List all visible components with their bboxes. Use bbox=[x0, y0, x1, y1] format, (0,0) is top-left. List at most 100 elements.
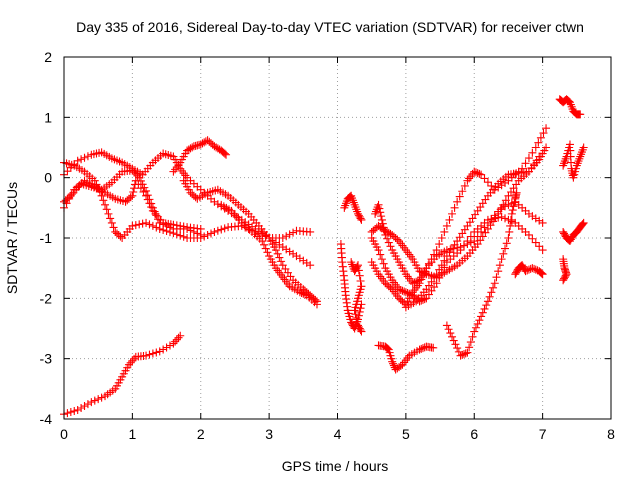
data-point bbox=[152, 211, 161, 220]
series-track-14 bbox=[367, 143, 551, 282]
data-point bbox=[512, 188, 521, 197]
data-point bbox=[203, 230, 212, 239]
data-point bbox=[496, 205, 505, 214]
data-point bbox=[415, 267, 424, 276]
data-point bbox=[528, 264, 537, 273]
data-point bbox=[470, 327, 479, 336]
series-track-21 bbox=[559, 140, 588, 182]
series-track-11 bbox=[347, 258, 366, 336]
data-point bbox=[475, 316, 484, 325]
data-point bbox=[376, 250, 385, 259]
data-point bbox=[377, 215, 386, 224]
data-point bbox=[490, 279, 499, 288]
data-point bbox=[459, 350, 468, 359]
series-track-16 bbox=[401, 152, 544, 312]
data-point bbox=[424, 259, 433, 268]
data-point bbox=[478, 308, 487, 317]
data-point bbox=[63, 409, 72, 418]
series-track-22 bbox=[559, 218, 588, 246]
data-point bbox=[448, 332, 457, 341]
data-point bbox=[440, 227, 449, 236]
series-track-5 bbox=[60, 176, 205, 233]
data-point bbox=[445, 215, 454, 224]
data-point bbox=[90, 396, 99, 405]
data-point bbox=[145, 350, 154, 359]
data-point bbox=[213, 226, 222, 235]
data-point bbox=[437, 234, 446, 242]
data-point bbox=[171, 337, 180, 346]
data-point bbox=[376, 208, 385, 217]
data-point bbox=[389, 359, 398, 368]
y-tick-label: -1 bbox=[40, 230, 53, 246]
data-point bbox=[142, 351, 151, 360]
data-point bbox=[507, 217, 516, 226]
axes: 0 1 2 3 4 5 6 7 8 2 1 0 -1 -2 -3 -4 bbox=[40, 49, 616, 442]
data-point bbox=[259, 240, 268, 249]
data-point bbox=[295, 288, 304, 297]
data-point bbox=[145, 199, 154, 208]
data-point bbox=[381, 226, 390, 235]
data-point bbox=[282, 232, 291, 241]
data-point bbox=[465, 343, 474, 352]
data-point bbox=[261, 244, 270, 253]
data-point bbox=[355, 307, 364, 316]
data-point bbox=[530, 264, 539, 273]
data-point bbox=[354, 261, 363, 270]
data-point bbox=[217, 225, 226, 234]
data-point bbox=[417, 344, 426, 353]
data-point bbox=[501, 214, 510, 223]
data-point bbox=[418, 271, 427, 280]
data-point bbox=[129, 187, 138, 196]
x-tick-label: 7 bbox=[539, 426, 547, 442]
series-track-20 bbox=[555, 95, 585, 119]
data-point bbox=[531, 143, 540, 152]
data-point bbox=[126, 358, 135, 367]
data-point bbox=[258, 237, 267, 246]
y-axis-label: SDTVAR / TECUs bbox=[4, 182, 20, 294]
data-point bbox=[140, 183, 149, 192]
data-point bbox=[471, 323, 480, 332]
data-point bbox=[456, 351, 465, 360]
y-tick-label: -2 bbox=[40, 290, 53, 306]
data-point bbox=[417, 275, 426, 284]
data-point bbox=[179, 222, 188, 231]
data-point bbox=[83, 152, 92, 161]
data-point bbox=[415, 345, 424, 354]
data-point bbox=[432, 246, 441, 255]
data-point bbox=[352, 313, 361, 322]
data-point bbox=[531, 265, 540, 274]
data-point bbox=[507, 215, 516, 224]
data-point bbox=[354, 266, 363, 275]
data-point bbox=[440, 256, 449, 265]
data-point bbox=[212, 143, 221, 152]
data-point bbox=[356, 214, 365, 223]
data-point bbox=[430, 250, 439, 259]
data-point bbox=[148, 221, 157, 230]
data-point bbox=[275, 253, 284, 262]
data-point bbox=[374, 246, 383, 255]
data-point bbox=[128, 356, 137, 365]
data-point bbox=[357, 215, 366, 224]
data-point bbox=[198, 139, 207, 148]
series-track-10 bbox=[336, 240, 366, 333]
data-point bbox=[427, 255, 436, 264]
data-point bbox=[537, 269, 546, 278]
data-point bbox=[176, 221, 185, 230]
series-track-1 bbox=[60, 331, 185, 419]
y-tick-label: 2 bbox=[44, 49, 52, 65]
data-point bbox=[475, 169, 484, 178]
data-point bbox=[524, 265, 533, 274]
data-point bbox=[510, 198, 519, 207]
data-point bbox=[559, 274, 568, 283]
data-point bbox=[383, 344, 392, 353]
data-point bbox=[449, 336, 458, 345]
data-point bbox=[374, 200, 383, 209]
data-point bbox=[63, 167, 72, 176]
data-point bbox=[271, 246, 280, 255]
data-point bbox=[463, 237, 472, 246]
data-point bbox=[442, 321, 451, 330]
data-point bbox=[77, 155, 86, 164]
data-point bbox=[501, 244, 510, 253]
x-tick-label: 0 bbox=[60, 426, 68, 442]
